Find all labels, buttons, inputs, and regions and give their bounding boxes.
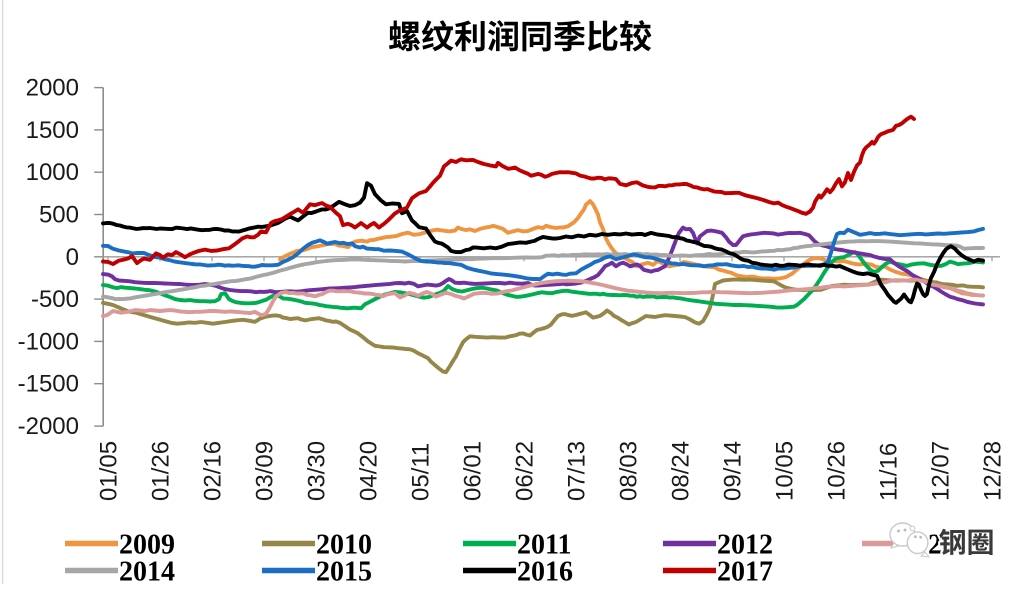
svg-text:11/16: 11/16 [876,443,903,501]
svg-text:08/03: 08/03 [616,441,643,501]
svg-text:02/16: 02/16 [200,441,227,501]
svg-text:07/13: 07/13 [564,441,591,501]
svg-text:2016: 2016 [517,557,573,585]
svg-text:06/01: 06/01 [460,441,487,501]
svg-text:2010: 2010 [316,530,372,561]
svg-text:06/22: 06/22 [512,441,539,501]
svg-text:-2000: -2000 [18,413,79,440]
svg-text:03/09: 03/09 [252,441,279,501]
svg-text:2011: 2011 [517,530,571,561]
svg-text:1500: 1500 [26,117,79,144]
svg-text:0: 0 [66,244,79,271]
svg-text:09/14: 09/14 [720,441,747,501]
svg-text:03/30: 03/30 [304,441,331,501]
svg-text:12/07: 12/07 [928,441,955,501]
svg-text:2015: 2015 [316,557,372,585]
svg-text:10/26: 10/26 [824,441,851,501]
svg-text:-500: -500 [31,286,79,313]
svg-text:1000: 1000 [26,159,79,186]
svg-text:08/24: 08/24 [668,441,695,501]
svg-text:01/05: 01/05 [96,441,123,501]
svg-text:12/28: 12/28 [980,441,1007,501]
svg-text:-1500: -1500 [18,371,79,398]
svg-text:500: 500 [39,202,79,229]
svg-text:10/05: 10/05 [772,441,799,501]
svg-text:05/11: 05/11 [408,443,435,501]
svg-text:2017: 2017 [717,557,773,585]
svg-text:04/20: 04/20 [356,441,383,501]
svg-text:2014: 2014 [119,557,175,585]
svg-text:-1000: -1000 [18,328,79,355]
svg-text:2000: 2000 [26,75,79,102]
svg-text:2012: 2012 [717,530,773,561]
svg-text:2009: 2009 [119,530,175,561]
svg-text:01/26: 01/26 [148,441,175,501]
